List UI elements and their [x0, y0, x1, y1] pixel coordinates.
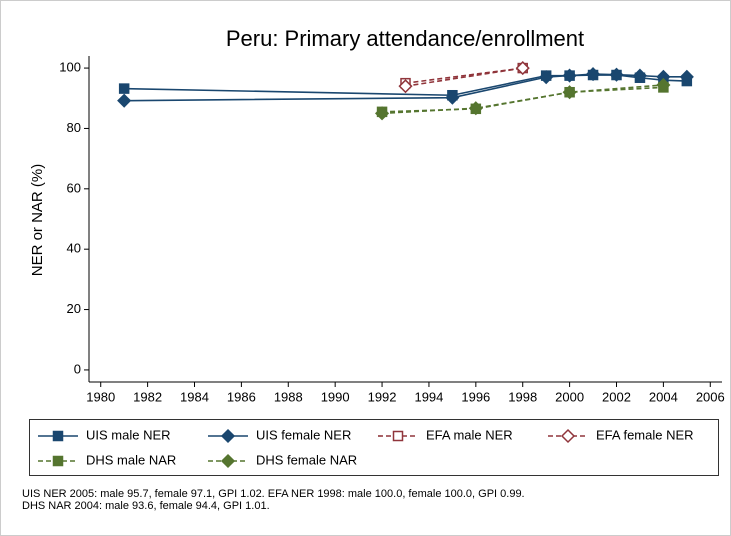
x-tick-label: 1998 [508, 389, 537, 404]
marker [562, 68, 577, 83]
x-tick-label: 1980 [86, 389, 115, 404]
marker [117, 93, 132, 108]
marker [585, 67, 601, 82]
legend-box [29, 419, 719, 476]
x-tick-label: 2002 [602, 389, 631, 404]
marker [679, 69, 694, 84]
marker [374, 106, 390, 121]
y-tick-label: 100 [59, 60, 81, 75]
legend-marker [52, 430, 64, 442]
marker [609, 67, 624, 82]
y-tick-label: 80 [67, 120, 81, 135]
y-tick-label: 0 [74, 361, 81, 376]
x-tick-label: 1984 [180, 389, 209, 404]
marker [656, 77, 671, 93]
x-tick-label: 1988 [274, 389, 303, 404]
legend-marker [392, 430, 404, 442]
legend-label: EFA female NER [596, 427, 694, 442]
x-tick-label: 1986 [227, 389, 256, 404]
marker [118, 83, 130, 94]
marker [632, 68, 648, 83]
x-tick-label: 1982 [133, 389, 162, 404]
marker [515, 61, 530, 76]
x-tick-label: 2004 [649, 389, 678, 404]
note-line: DHS NAR 2004: male 93.6, female 94.4, GP… [22, 500, 270, 512]
marker [468, 101, 483, 116]
marker [562, 85, 577, 100]
legend-label: EFA male NER [426, 427, 513, 442]
series-line [382, 86, 664, 113]
marker [445, 90, 460, 105]
series-line [405, 67, 523, 87]
y-tick-label: 20 [67, 301, 81, 316]
x-tick-label: 2000 [555, 389, 584, 404]
legend-label: UIS male NER [86, 427, 171, 442]
chart-title: Peru: Primary attendance/enrollment [226, 26, 584, 51]
x-tick-label: 2006 [696, 389, 725, 404]
marker [398, 79, 413, 94]
y-axis-label: NER or NAR (%) [29, 164, 46, 277]
series-line [382, 84, 664, 115]
y-tick-label: 60 [67, 180, 81, 195]
x-tick-label: 1996 [461, 389, 490, 404]
legend-marker [220, 453, 236, 469]
legend-marker [220, 428, 236, 444]
x-tick-label: 1994 [414, 389, 443, 404]
x-tick-label: 1990 [321, 389, 350, 404]
legend-label: UIS female NER [256, 427, 351, 442]
note-line: UIS NER 2005: male 95.7, female 97.1, GP… [22, 488, 525, 500]
legend-marker [52, 455, 64, 467]
legend-marker [560, 428, 576, 444]
y-tick-label: 40 [67, 241, 81, 256]
marker [539, 70, 554, 85]
legend-label: DHS female NAR [256, 452, 357, 467]
legend-label: DHS male NAR [86, 452, 176, 467]
x-tick-label: 1992 [368, 389, 397, 404]
